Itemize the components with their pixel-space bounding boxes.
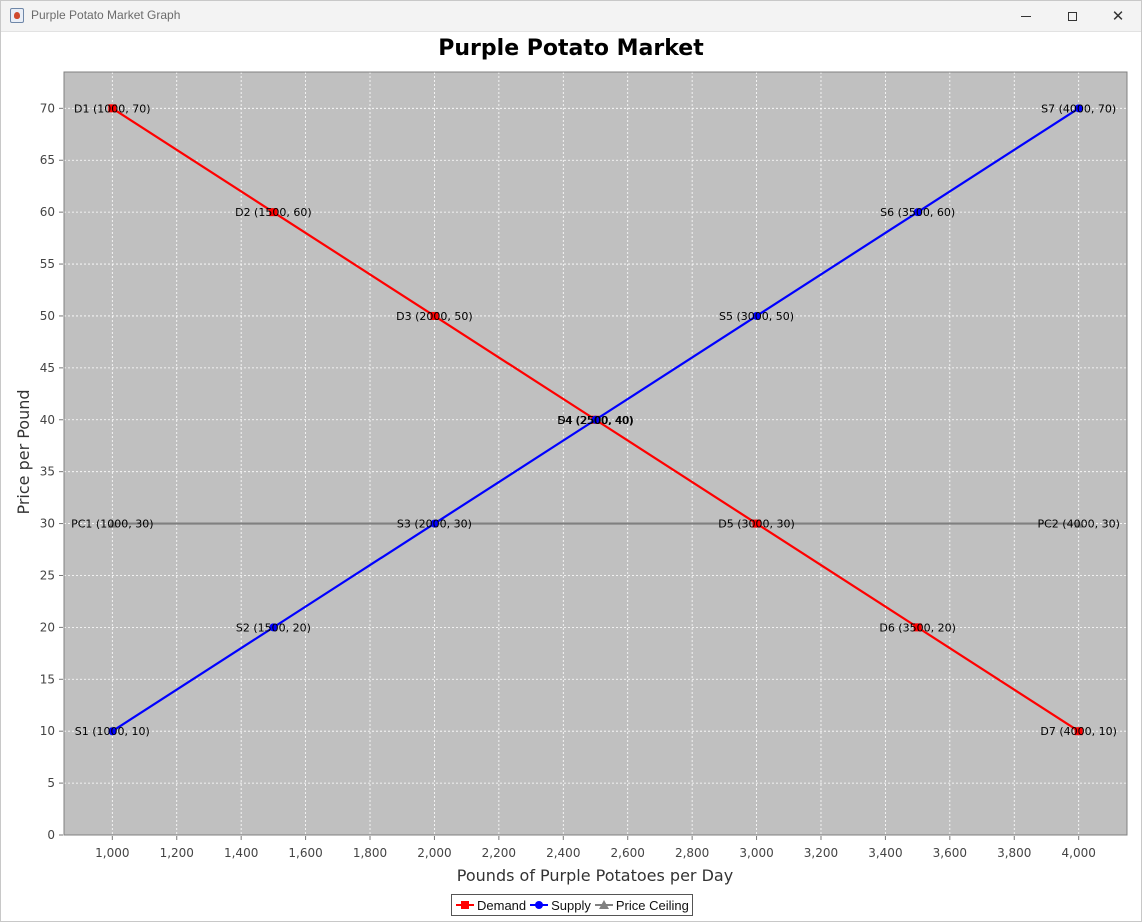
minimize-icon xyxy=(1021,15,1031,17)
x-tick-label: 2,800 xyxy=(675,846,709,860)
maximize-button[interactable] xyxy=(1049,1,1095,31)
price-ceiling-point-label: PC2 (4000, 30) xyxy=(1037,518,1119,531)
y-tick-label: 50 xyxy=(40,309,55,323)
close-button[interactable]: ✕ xyxy=(1095,1,1141,31)
supply-point xyxy=(752,311,761,320)
y-tick-label: 65 xyxy=(40,153,55,167)
demand-point-label: D1 (1000, 70) xyxy=(74,102,151,115)
window-title: Purple Potato Market Graph xyxy=(31,8,181,22)
supply-point-label: S1 (1000, 10) xyxy=(75,725,150,738)
x-tick-label: 1,800 xyxy=(353,846,387,860)
price-ceiling-point xyxy=(1074,519,1084,528)
supply-legend-marker xyxy=(535,901,544,909)
point-labels: PC1 (1000, 30) PC2 (4000, 30) D1 (1000, 70… xyxy=(71,102,1120,738)
supply-point-label: S5 (3000, 50) xyxy=(719,310,794,323)
y-tick-label: 25 xyxy=(40,568,55,582)
x-tick-label: 3,400 xyxy=(868,846,902,860)
series-layer xyxy=(107,104,1084,736)
chart-title: Purple Potato Market xyxy=(438,36,704,61)
x-tick-label: 1,600 xyxy=(288,846,322,860)
legend-item-demand: Demand xyxy=(455,898,526,913)
price-ceiling-point xyxy=(107,519,117,528)
y-tick-label: 5 xyxy=(47,776,55,790)
x-tick-label: 1,200 xyxy=(160,846,194,860)
y-tick-label: 30 xyxy=(40,517,55,531)
demand-point xyxy=(108,104,117,113)
java-app-icon xyxy=(10,8,24,23)
legend-label-demand: Demand xyxy=(477,897,527,913)
legend-label-price-ceiling: Price Ceiling xyxy=(615,897,689,913)
x-tick-label: 3,800 xyxy=(997,846,1031,860)
minimize-button[interactable] xyxy=(1003,1,1049,31)
supply-point xyxy=(430,519,439,528)
demand-point xyxy=(269,208,278,217)
demand-point-label: D4 (2500, 40) xyxy=(557,414,634,427)
chart-legend: Demand Supply Price Ceiling xyxy=(451,894,693,916)
y-tick-label: 55 xyxy=(40,257,55,271)
x-tick-label: 2,200 xyxy=(482,846,516,860)
legend-label-supply: Supply xyxy=(551,897,591,913)
price-ceiling-legend-marker xyxy=(598,900,609,909)
x-tick-label: 1,400 xyxy=(224,846,258,860)
y-tick-label: 45 xyxy=(40,361,55,375)
supply-point xyxy=(108,727,117,736)
x-tick-label: 3,200 xyxy=(804,846,838,860)
price-ceiling-point-label: PC1 (1000, 30) xyxy=(71,518,153,531)
maximize-icon xyxy=(1067,11,1077,21)
supply-point-label: S7 (4000, 70) xyxy=(1041,102,1116,115)
x-tick-label: 2,400 xyxy=(546,846,580,860)
demand-legend-marker xyxy=(461,901,469,909)
y-tick-label: 10 xyxy=(40,724,55,738)
y-tick-label: 0 xyxy=(47,828,55,842)
y-tick-label: 15 xyxy=(40,672,55,686)
supply-point xyxy=(913,208,922,217)
y-axis-label: Price per Pound xyxy=(14,389,33,514)
y-tick-label: 20 xyxy=(40,620,55,634)
demand-point xyxy=(1074,727,1083,736)
supply-point-label: S6 (3500, 60) xyxy=(880,206,955,219)
y-tick-label: 35 xyxy=(40,465,55,479)
y-tick-label: 70 xyxy=(40,101,55,115)
plot-area xyxy=(64,72,1127,835)
axes: 1,000 1,200 1,400 1,600 1,800 2,000 2,200 2,400… xyxy=(40,71,1128,860)
plot-border xyxy=(63,71,1128,836)
x-axis-label: Pounds of Purple Potatoes per Day xyxy=(457,866,733,885)
demand-point-label: D2 (1500, 60) xyxy=(235,206,312,219)
x-tick-label: 2,000 xyxy=(417,846,451,860)
close-icon: ✕ xyxy=(1111,6,1125,25)
x-tick-label: 1,000 xyxy=(95,846,129,860)
supply-legend-swatch xyxy=(530,901,549,909)
demand-point-label: D5 (3000, 30) xyxy=(718,518,795,531)
legend-item-price-ceiling: Price Ceiling xyxy=(594,898,689,913)
demand-point xyxy=(752,519,761,528)
legend-item-supply: Supply xyxy=(529,898,591,913)
x-tick-label: 2,600 xyxy=(611,846,645,860)
market-chart: Purple Potato Market 1,000 1,200 1,400 1,60… xyxy=(14,36,1128,885)
supply-point xyxy=(269,623,278,632)
supply-point-label: S3 (2000, 30) xyxy=(397,518,472,531)
y-tick-label: 60 xyxy=(40,205,55,219)
demand-point-label: D6 (3500, 20) xyxy=(879,621,956,634)
demand-point xyxy=(913,623,922,632)
supply-point-label: S2 (1500, 20) xyxy=(236,621,311,634)
demand-point-label: D3 (2000, 50) xyxy=(396,310,473,323)
supply-point xyxy=(1074,104,1083,113)
title-bar[interactable]: Purple Potato Market Graph ✕ xyxy=(1,1,1141,32)
supply-point-label: S4 (2500, 40) xyxy=(558,414,633,427)
x-tick-label: 4,000 xyxy=(1062,846,1096,860)
demand-point xyxy=(430,311,439,320)
demand-point-label: D7 (4000, 10) xyxy=(1040,725,1117,738)
gridlines xyxy=(64,72,1127,835)
price-ceiling-legend-swatch xyxy=(594,900,613,909)
y-tick-label: 40 xyxy=(40,413,55,427)
demand-legend-swatch xyxy=(456,901,474,909)
x-tick-label: 3,600 xyxy=(933,846,967,860)
supply-point xyxy=(591,415,600,424)
x-tick-label: 3,000 xyxy=(739,846,773,860)
